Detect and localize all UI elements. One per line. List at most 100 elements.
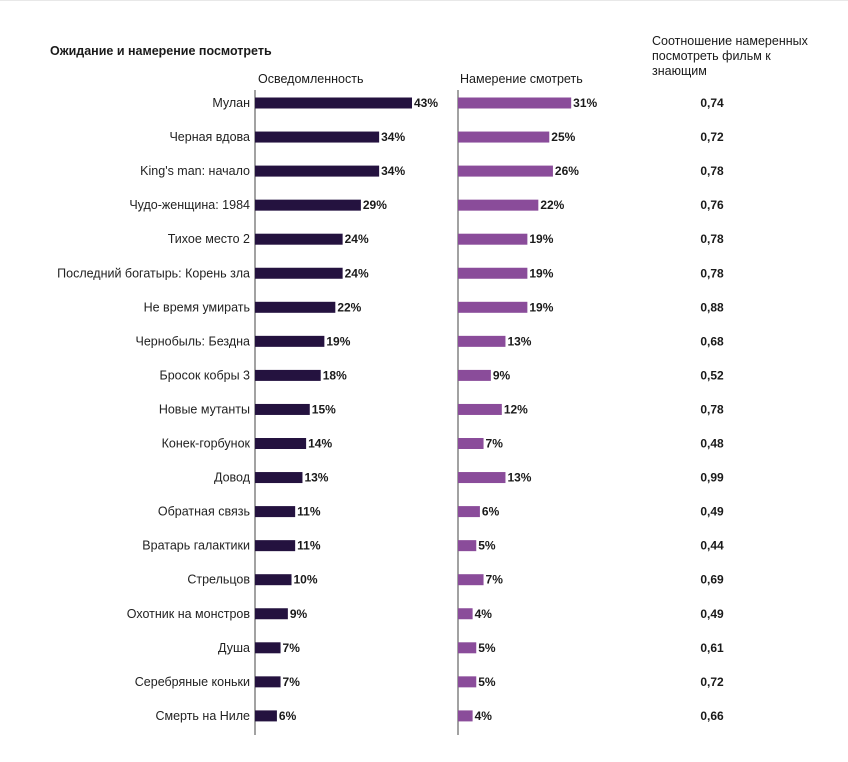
ratio-value: 0,49 — [700, 607, 724, 621]
intention-value-label: 5% — [478, 539, 496, 553]
awareness-value-label: 14% — [308, 437, 332, 451]
intention-bar — [458, 608, 473, 620]
intention-value-label: 9% — [493, 368, 511, 382]
category-label: Конек-горбунок — [162, 437, 251, 451]
intention-bar — [458, 438, 484, 449]
category-label: Чудо-женщина: 1984 — [129, 198, 250, 212]
category-label: Серебряные коньки — [135, 675, 250, 689]
ratio-value: 0,69 — [700, 573, 724, 587]
category-label: Черная вдова — [169, 130, 250, 144]
awareness-bar — [255, 710, 277, 722]
awareness-bar — [255, 574, 292, 586]
awareness-value-label: 10% — [294, 573, 318, 587]
ratio-value: 0,68 — [700, 334, 724, 348]
awareness-bar — [255, 199, 361, 211]
category-label: Новые мутанты — [159, 402, 250, 416]
awareness-bar — [255, 608, 288, 620]
awareness-bar — [255, 540, 296, 552]
intention-bar — [458, 301, 528, 313]
awareness-value-label: 7% — [283, 641, 301, 655]
awareness-value-label: 6% — [279, 709, 297, 723]
ratio-value: 0,66 — [700, 709, 724, 723]
intention-value-label: 6% — [482, 505, 500, 519]
awareness-bar — [255, 97, 412, 109]
intention-bar — [458, 676, 477, 688]
ratio-value: 0,72 — [700, 130, 724, 144]
category-label: Не время умирать — [144, 300, 250, 314]
category-label: Обратная связь — [158, 505, 250, 519]
awareness-value-label: 24% — [345, 232, 369, 246]
intention-bar — [458, 97, 572, 109]
awareness-bar — [255, 165, 380, 177]
intention-value-label: 4% — [475, 607, 493, 621]
category-label: Чернобыль: Бездна — [136, 334, 251, 348]
intention-value-label: 5% — [478, 641, 496, 655]
ratio-value: 0,78 — [700, 164, 724, 178]
intention-bar — [458, 472, 506, 484]
ratio-value: 0,72 — [700, 675, 724, 689]
category-label: King's man: начало — [140, 164, 250, 178]
ratio-value: 0,76 — [700, 198, 724, 212]
intention-bar — [458, 131, 550, 143]
intention-bar — [458, 267, 528, 279]
intention-value-label: 19% — [529, 232, 553, 246]
intention-bar — [458, 165, 553, 177]
ratio-value: 0,61 — [700, 641, 724, 655]
awareness-bar — [255, 676, 281, 688]
intention-value-label: 13% — [507, 334, 531, 348]
awareness-bar — [255, 438, 307, 449]
intention-value-label: 13% — [507, 471, 531, 485]
top-border — [0, 0, 848, 1]
awareness-value-label: 19% — [326, 334, 350, 348]
awareness-bar — [255, 131, 380, 143]
awareness-bar — [255, 301, 336, 313]
awareness-bar — [255, 642, 281, 654]
ratio-column-header: Соотношение намеренных посмотреть фильм … — [652, 34, 808, 78]
awareness-value-label: 15% — [312, 402, 336, 416]
category-label: Тихое место 2 — [168, 232, 250, 246]
intention-bar — [458, 199, 539, 211]
awareness-column-header: Осведомленность — [258, 72, 364, 86]
intention-bar — [458, 574, 484, 586]
awareness-value-label: 11% — [297, 539, 321, 553]
intention-bar — [458, 540, 477, 552]
awareness-bar — [255, 403, 310, 415]
intention-value-label: 19% — [529, 266, 553, 280]
awareness-value-label: 11% — [297, 505, 321, 519]
intention-column-header: Намерение смотреть — [460, 72, 583, 86]
awareness-bar — [255, 233, 343, 245]
ratio-value: 0,48 — [700, 437, 724, 451]
category-label: Довод — [214, 471, 251, 485]
category-label: Душа — [218, 641, 250, 655]
awareness-value-label: 9% — [290, 607, 308, 621]
ratio-value: 0,49 — [700, 505, 724, 519]
intention-value-label: 31% — [573, 96, 597, 110]
ratio-value: 0,78 — [700, 232, 724, 246]
category-label: Вратарь галактики — [142, 539, 250, 553]
intention-bar — [458, 710, 473, 722]
intention-bar — [458, 335, 506, 347]
awareness-value-label: 43% — [414, 96, 438, 110]
ratio-value: 0,74 — [700, 96, 724, 110]
category-label: Бросок кобры 3 — [160, 368, 251, 382]
awareness-value-label: 34% — [381, 164, 405, 178]
category-label: Мулан — [212, 96, 250, 110]
intention-bar — [458, 403, 502, 415]
category-label: Последний богатырь: Корень зла — [57, 266, 250, 280]
intention-bar — [458, 642, 477, 654]
intention-bar — [458, 233, 528, 245]
intention-value-label: 4% — [475, 709, 493, 723]
awareness-value-label: 7% — [283, 675, 301, 689]
ratio-value: 0,88 — [700, 300, 724, 314]
intention-value-label: 7% — [486, 573, 504, 587]
awareness-value-label: 29% — [363, 198, 387, 212]
intention-value-label: 12% — [504, 402, 528, 416]
ratio-value: 0,78 — [700, 266, 724, 280]
category-label: Стрельцов — [187, 573, 250, 587]
awareness-value-label: 34% — [381, 130, 405, 144]
awareness-value-label: 24% — [345, 266, 369, 280]
awareness-bar — [255, 267, 343, 279]
category-label: Охотник на монстров — [127, 607, 251, 621]
ratio-value: 0,78 — [700, 402, 724, 416]
